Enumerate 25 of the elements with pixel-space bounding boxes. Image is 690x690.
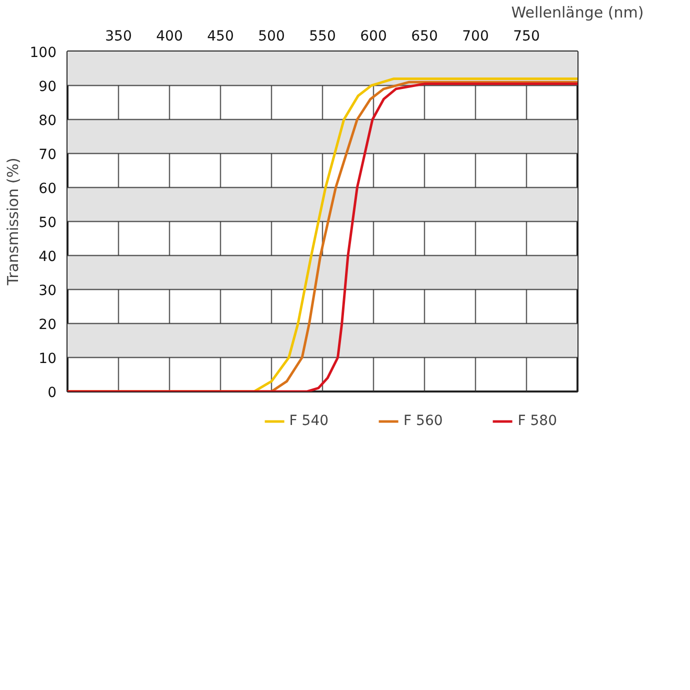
x-tick-label: 550: [309, 28, 336, 44]
x-tick-label: 350: [105, 28, 132, 44]
y-tick-label: 40: [38, 249, 57, 265]
x-tick-label: 650: [411, 28, 438, 44]
y-tick-label: 80: [38, 113, 57, 129]
x-tick-label: 700: [462, 28, 489, 44]
y-tick-label: 70: [38, 147, 57, 163]
y-tick-label: 10: [38, 351, 57, 367]
x-tick-label: 450: [207, 28, 234, 44]
legend-label: F 540: [289, 413, 329, 429]
legend-label: F 580: [518, 413, 557, 429]
x-tick-label: 500: [258, 28, 285, 44]
x-axis-title: Wellenlänge (nm): [511, 4, 644, 22]
y-axis-title: Transmission (%): [4, 158, 22, 286]
y-tick-label: 90: [38, 79, 57, 95]
y-tick-label: 30: [38, 283, 57, 299]
y-tick-label: 0: [48, 385, 57, 401]
legend-label: F 560: [404, 413, 443, 429]
x-tick-label: 400: [156, 28, 183, 44]
y-tick-label: 50: [38, 215, 57, 231]
y-tick-label: 100: [30, 45, 57, 61]
x-tick-label: 600: [360, 28, 387, 44]
y-tick-label: 20: [38, 317, 57, 333]
x-tick-label: 750: [513, 28, 540, 44]
y-tick-label: 60: [38, 181, 57, 197]
